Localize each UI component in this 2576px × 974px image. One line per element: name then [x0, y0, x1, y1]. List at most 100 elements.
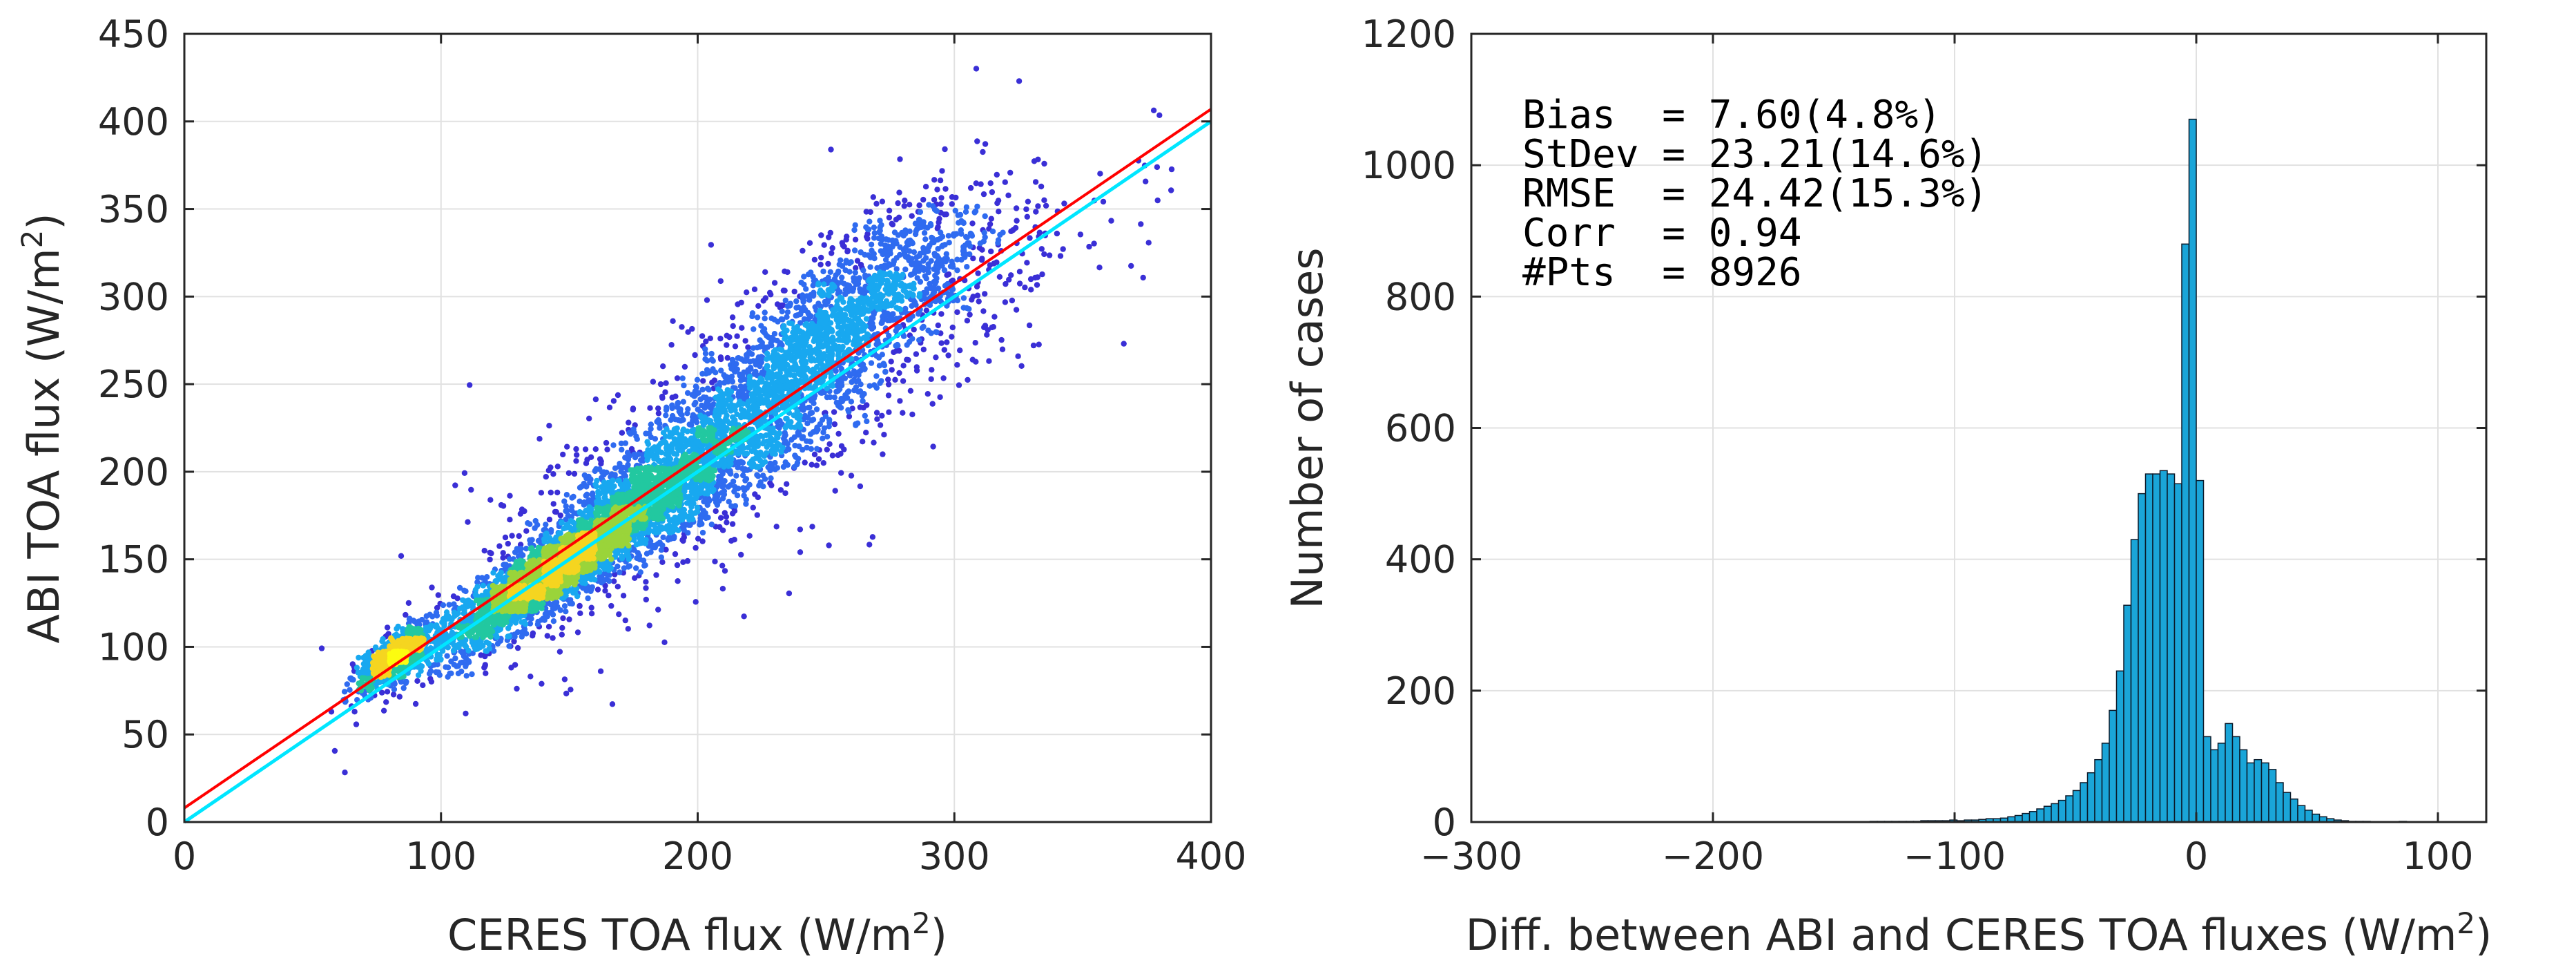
scatter-point: [1022, 284, 1028, 291]
scatter-point: [1002, 179, 1009, 185]
scatter-point: [427, 676, 434, 682]
scatter-point: [1018, 363, 1025, 369]
scatter-point: [735, 486, 742, 492]
scatter-point: [753, 405, 759, 412]
scatter-point: [822, 413, 829, 419]
scatter-point: [973, 66, 980, 72]
scatter-point: [1016, 269, 1023, 275]
scatter-point: [877, 380, 883, 386]
scatter-point: [706, 386, 712, 393]
scatter-point: [403, 611, 409, 618]
scatter-point: [1038, 246, 1045, 252]
scatter-point: [657, 458, 663, 464]
scatter-point: [809, 524, 815, 530]
scatter-point: [783, 350, 789, 356]
scatter-point: [954, 297, 961, 304]
scatter-point: [931, 289, 938, 296]
scatter-point: [768, 475, 774, 481]
scatter-point: [568, 507, 575, 514]
scatter-point: [797, 320, 804, 326]
scatter-point: [804, 444, 810, 451]
scatter-point: [829, 281, 835, 287]
scatter-point: [754, 512, 761, 518]
scatter-point: [683, 484, 689, 491]
scatter-point: [465, 519, 471, 525]
scatter-point: [794, 336, 800, 343]
scatter-point: [677, 513, 684, 519]
scatter-point: [668, 342, 675, 348]
scatter-point: [1097, 171, 1103, 177]
scatter-point: [896, 305, 902, 312]
scatter-point: [1143, 178, 1149, 184]
scatter-point: [912, 231, 919, 238]
scatter-point: [956, 382, 962, 388]
scatter-point: [445, 644, 451, 651]
scatter-point: [645, 441, 652, 448]
scatter-point: [484, 574, 490, 580]
scatter-point: [1003, 280, 1009, 287]
scatter-point: [784, 303, 791, 309]
scatter-point: [749, 313, 755, 320]
scatter-point: [877, 422, 884, 428]
scatter-point: [924, 225, 931, 231]
scatter-point: [512, 631, 518, 638]
scatter-point: [728, 373, 735, 380]
scatter-point: [699, 386, 706, 393]
scatter-point: [754, 389, 761, 395]
scatter-point: [739, 466, 746, 472]
scatter-point: [563, 492, 570, 498]
scatter-point: [845, 327, 852, 333]
scatter-point: [724, 440, 730, 447]
scatter-point: [988, 248, 994, 255]
scatter-point: [828, 146, 834, 153]
scatter-point: [780, 287, 787, 294]
scatter-point: [893, 271, 900, 277]
scatter-point: [620, 593, 627, 599]
scatter-point: [545, 467, 552, 474]
scatter-point: [858, 321, 865, 327]
scatter-point: [824, 394, 831, 401]
scatter-point: [790, 364, 797, 370]
scatter-point: [949, 258, 955, 265]
scatter-point: [849, 297, 855, 303]
scatter-point: [436, 672, 443, 678]
scatter-point: [703, 515, 709, 522]
scatter-point: [976, 298, 982, 305]
scatter-point: [853, 355, 860, 362]
scatter-point: [736, 448, 742, 454]
scatter-point: [829, 245, 835, 251]
scatter-point: [1033, 209, 1039, 215]
scatter-point: [700, 378, 706, 384]
scatter-point: [706, 370, 712, 376]
scatter-point: [852, 236, 859, 242]
scatter-point: [583, 507, 589, 514]
scatter-point: [534, 522, 541, 528]
scatter-point: [759, 440, 766, 447]
scatter-point: [824, 332, 830, 338]
scatter-point: [403, 680, 409, 686]
scatter-point: [490, 570, 496, 576]
scatter-point: [487, 497, 494, 503]
scatter-point: [942, 146, 948, 153]
scatter-point: [563, 516, 569, 523]
scatter-point: [824, 343, 831, 350]
scatter-point: [770, 392, 776, 398]
scatter-point: [759, 397, 765, 403]
scatter-point: [466, 659, 472, 665]
scatter-point: [505, 633, 511, 640]
scatter-point: [666, 448, 672, 455]
scatter-point: [846, 260, 853, 267]
scatter-point: [900, 378, 907, 384]
scatter-point: [400, 685, 407, 691]
scatter-point: [836, 261, 843, 268]
scatter-point: [633, 565, 639, 571]
scatter-point: [938, 311, 945, 317]
scatter-point: [817, 359, 823, 365]
scatter-point: [1027, 276, 1034, 283]
scatter-point: [1023, 206, 1029, 213]
scatter-point: [779, 378, 786, 384]
scatter-point: [783, 334, 789, 340]
scatter-point: [784, 314, 790, 320]
scatter-point: [554, 489, 561, 496]
scatter-point: [969, 220, 976, 227]
